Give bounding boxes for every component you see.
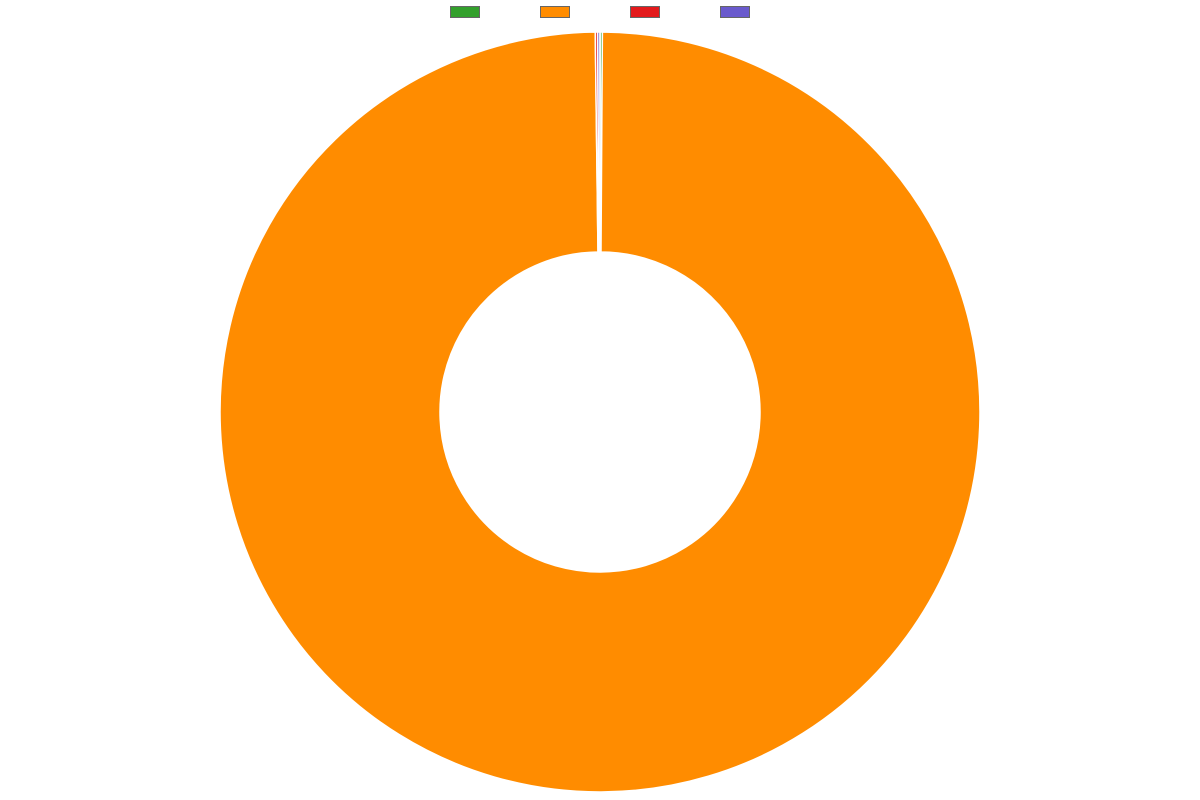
legend-swatch-0[interactable] — [450, 6, 480, 18]
legend-swatch-2[interactable] — [630, 6, 660, 18]
legend-swatch-3[interactable] — [720, 6, 750, 18]
donut-chart — [0, 24, 1200, 800]
legend-swatch-1[interactable] — [540, 6, 570, 18]
donut-chart-container — [0, 24, 1200, 800]
legend — [0, 6, 1200, 18]
